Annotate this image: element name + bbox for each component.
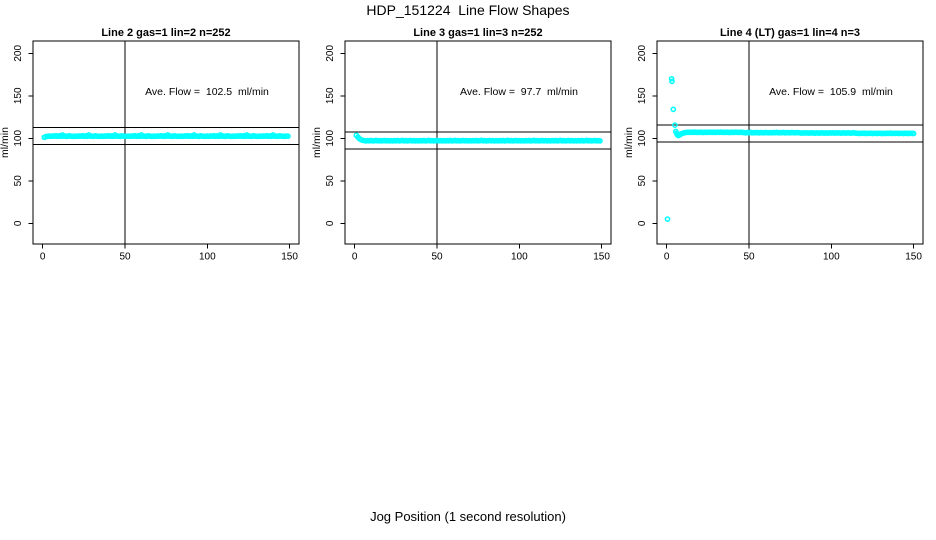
y-tick-label: 0 (13, 220, 24, 226)
flow-panel: 0 50 100 150 0 50 100 150 200 ml/min Line 4 (LT) g… (623, 27, 924, 263)
y-tick-label: 150 (325, 87, 336, 104)
data-point (664, 216, 671, 222)
y-tick-label: 0 (325, 220, 336, 226)
data-point (668, 75, 675, 82)
panel-title: Line 3 gas=1 lin=3 n=252 (413, 27, 542, 39)
x-tick-label: 100 (823, 252, 840, 263)
flow-panel: 0 50 100 150 0 50 100 150 200 ml/min Line 2 gas=1 … (0, 27, 300, 263)
x-tick-label: 150 (281, 252, 298, 263)
y-tick-label: 50 (325, 175, 336, 187)
y-axis-unit-label: ml/min (623, 127, 635, 158)
ave-flow-annotation: Ave. Flow = 102.5 ml/min (145, 86, 269, 98)
data-point (670, 106, 677, 113)
x-tick-label: 100 (511, 252, 528, 263)
data-points (41, 132, 291, 141)
x-tick-label: 0 (664, 252, 670, 263)
y-tick-label: 100 (325, 130, 336, 147)
x-axis-label: Jog Position (1 second resolution) (370, 509, 566, 524)
ave-flow-annotation: Ave. Flow = 97.7 ml/min (460, 86, 578, 98)
y-tick-label: 50 (637, 175, 648, 187)
x-tick-label: 0 (352, 252, 358, 263)
data-point (669, 78, 675, 85)
y-axis-unit-label: ml/min (0, 127, 11, 158)
y-tick-label: 0 (637, 220, 648, 226)
y-tick-label: 50 (13, 175, 24, 187)
plot-frame (32, 40, 300, 245)
y-tick-label: 100 (13, 130, 24, 147)
y-tick-label: 200 (325, 45, 336, 62)
y-tick-label: 200 (637, 45, 648, 62)
y-axis-unit-label: ml/min (311, 127, 323, 158)
y-tick-label: 150 (13, 87, 24, 104)
panel-title: Line 2 gas=1 lin=2 n=252 (101, 27, 230, 39)
data-points (353, 132, 603, 144)
x-tick-label: 50 (431, 252, 443, 263)
y-tick-label: 150 (637, 87, 648, 104)
panel-title: Line 4 (LT) gas=1 lin=4 n=3 (720, 27, 860, 39)
x-tick-label: 50 (119, 252, 131, 263)
ave-flow-annotation: Ave. Flow = 105.9 ml/min (769, 86, 893, 98)
data-points (664, 75, 917, 222)
data-point (597, 138, 603, 144)
x-tick-label: 50 (743, 252, 755, 263)
chart-title: HDP_151224 Line Flow Shapes (366, 2, 570, 18)
plot-frame (344, 40, 612, 245)
x-tick-label: 0 (40, 252, 46, 263)
flow-panel: 0 50 100 150 0 50 100 150 200 ml/min Line 3 gas=1 … (311, 27, 612, 263)
x-tick-label: 150 (593, 252, 610, 263)
plot-frame (656, 40, 924, 245)
data-point (672, 122, 678, 128)
data-point (910, 130, 917, 137)
y-tick-label: 200 (13, 45, 24, 62)
y-tick-label: 100 (637, 130, 648, 147)
data-point (683, 129, 690, 136)
x-tick-label: 150 (905, 252, 922, 263)
data-point (285, 133, 291, 140)
x-tick-label: 100 (199, 252, 216, 263)
